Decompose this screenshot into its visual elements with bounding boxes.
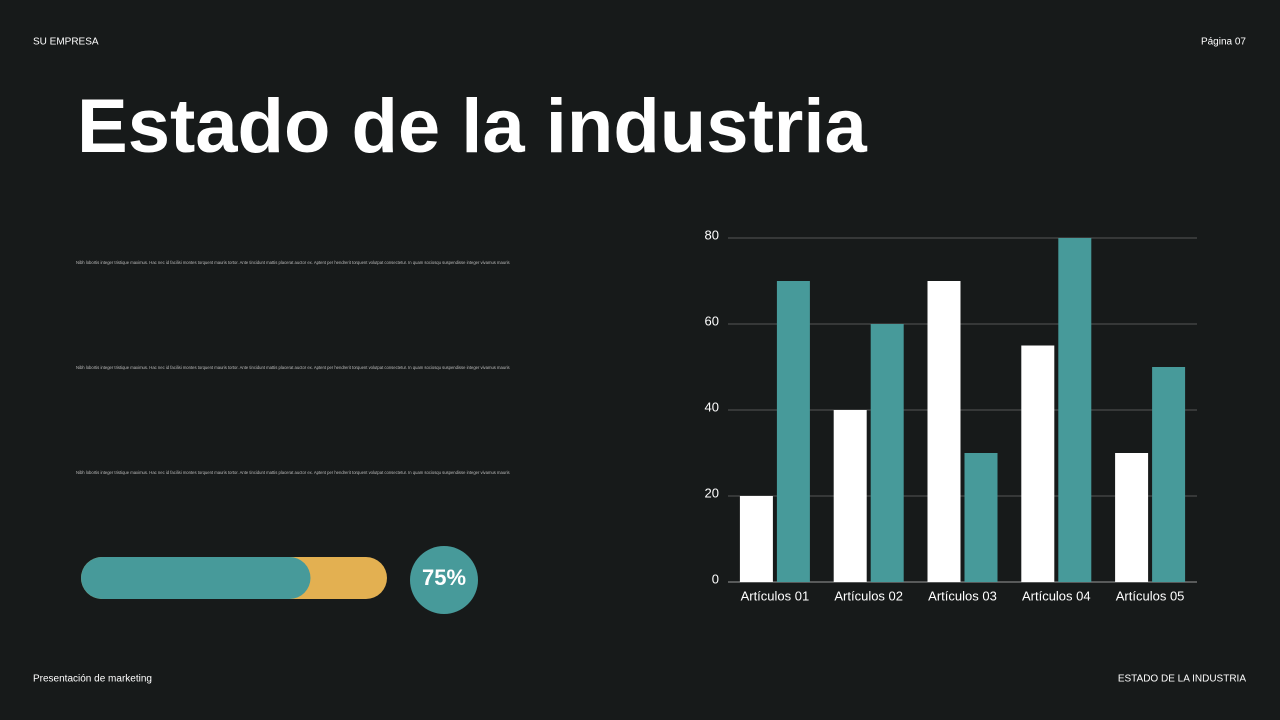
bar — [1021, 345, 1055, 582]
progress-fill — [81, 557, 311, 599]
x-tick-label: Artículos 01 — [741, 588, 810, 603]
bar — [833, 410, 867, 582]
y-tick-label: 40 — [705, 399, 719, 414]
paragraph: Nibh lobortis integer tristique maximus.… — [76, 365, 510, 370]
title: Estado de la industria — [77, 84, 867, 169]
progress-badge — [410, 546, 478, 614]
y-tick-label: 20 — [705, 485, 719, 500]
x-tick-label: Artículos 03 — [928, 588, 997, 603]
bar — [1115, 453, 1149, 582]
y-tick-label: 60 — [705, 313, 719, 328]
y-tick-label: 0 — [712, 571, 719, 586]
x-tick-label: Artículos 04 — [1022, 588, 1091, 603]
y-tick-label: 80 — [705, 227, 719, 242]
bar — [1058, 238, 1092, 582]
footer-left: Presentación de marketing — [33, 674, 152, 685]
bar — [776, 281, 810, 582]
bar — [927, 281, 961, 582]
footer-right: ESTADO DE LA INDUSTRIA — [1118, 674, 1247, 685]
page-number: Página 07 — [1201, 37, 1246, 48]
x-tick-label: Artículos 02 — [834, 588, 903, 603]
paragraph: Nibh lobortis integer tristique maximus.… — [76, 260, 510, 265]
bar — [1152, 367, 1186, 582]
progress-label: 75% — [422, 565, 466, 590]
x-tick-label: Artículos 05 — [1116, 588, 1185, 603]
bar — [870, 324, 904, 582]
company: SU EMPRESA — [33, 37, 99, 48]
bar — [739, 496, 773, 582]
paragraph: Nibh lobortis integer tristique maximus.… — [76, 470, 510, 475]
bar — [964, 453, 998, 582]
